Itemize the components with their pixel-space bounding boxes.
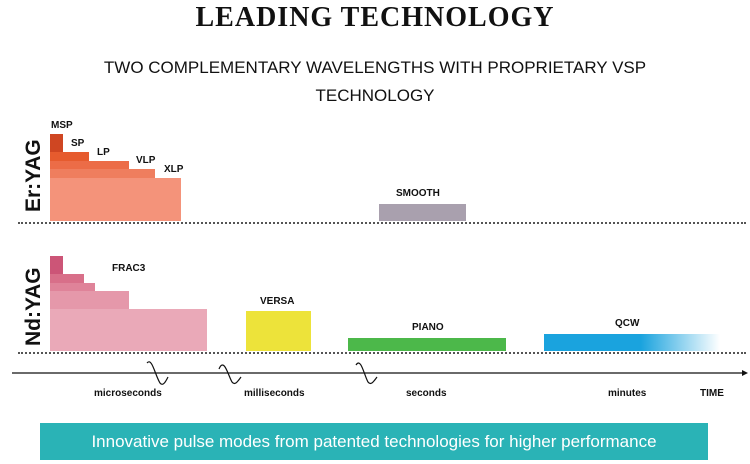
break-icon [355,362,378,385]
er-yag-label: Er:YAG [22,139,45,212]
vlp-bar [50,169,155,178]
axis-label-seconds: seconds [406,388,447,399]
sp-label: SP [71,138,85,149]
axis-label-microseconds: microseconds [94,388,162,399]
time-axis [12,361,748,385]
vlp-label: VLP [136,155,156,166]
nd-yag-label: Nd:YAG [22,267,45,346]
frac3-bar-3 [50,291,129,309]
msp-label: MSP [51,120,73,131]
break-icon [146,361,169,385]
axis-label-milliseconds: milliseconds [244,388,305,399]
banner: Innovative pulse modes from patented tec… [40,423,708,460]
er-baseline [18,222,746,224]
page-title: LEADING TECHNOLOGY [195,2,555,33]
frac3-bar-1 [50,274,84,283]
xlp-label: XLP [164,164,184,175]
lp-label: LP [97,147,110,158]
piano-label: PIANO [412,322,444,333]
sp-bar [50,152,89,161]
axis-label-minutes: minutes [608,388,647,399]
frac3-bar-4 [50,309,207,351]
qcw-bar [544,334,720,351]
frac3-bar-0 [50,256,63,274]
xlp-bar [50,178,181,221]
versa-bar [246,311,311,351]
qcw-label: QCW [615,318,640,329]
smooth-bar [379,204,466,221]
axis-label-time: TIME [700,388,724,399]
piano-bar [348,338,506,351]
frac3-bar-2 [50,283,95,291]
lp-bar [50,161,129,169]
msp-bar [50,134,63,152]
versa-label: VERSA [260,296,295,307]
smooth-label: SMOOTH [396,188,440,199]
frac3-label: FRAC3 [112,263,146,274]
break-icon [218,364,242,385]
subtitle: TWO COMPLEMENTARY WAVELENGTHS WITH PROPR… [103,58,647,105]
nd-baseline [18,352,746,354]
